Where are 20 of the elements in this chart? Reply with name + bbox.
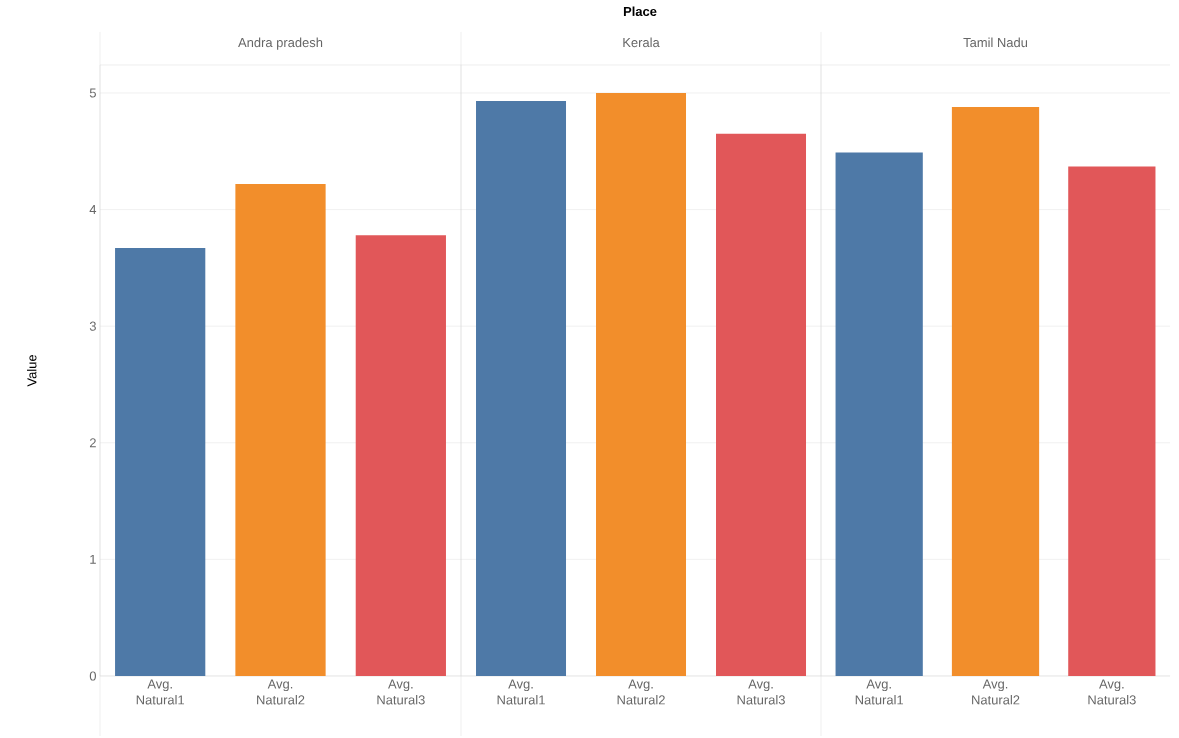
chart-title: Tamil Nadu	[963, 37, 1028, 48]
x-tick-label: Avg. Natural3	[737, 679, 785, 705]
x-tick-label: Avg. Natural3	[377, 679, 425, 705]
x-tick-label: Avg. Natural2	[972, 679, 1020, 705]
chart-title: Andra pradesh	[238, 37, 323, 50]
y-tick-label: 2	[89, 438, 96, 448]
x-tick-label: Avg. Natural2	[257, 679, 305, 705]
text: Place	[623, 6, 657, 17]
y-tick-label: 0	[89, 671, 96, 681]
y-tick-label: 1	[90, 554, 96, 564]
x-tick-label: Avg. Natural1	[855, 679, 904, 705]
x-tick-label: Avg. Natural1	[136, 679, 185, 705]
y-tick-label: 4	[89, 205, 97, 215]
x-tick-label: Avg. Natural2	[617, 679, 665, 705]
y-tick-label: 3	[89, 321, 96, 331]
x-tick-label: Avg. Natural1	[497, 679, 545, 705]
x-tick-label: Avg. Natural3	[1088, 679, 1136, 705]
y-axis-title: Value	[26, 354, 37, 387]
y-tick-label: 5	[89, 88, 96, 98]
chart-title: Kerala	[623, 37, 660, 48]
